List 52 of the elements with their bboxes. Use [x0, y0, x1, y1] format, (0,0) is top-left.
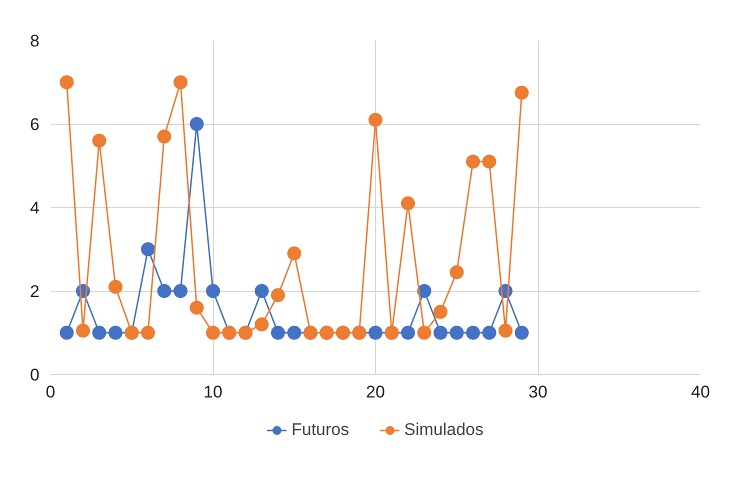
- point: [157, 284, 172, 298]
- point: [401, 326, 415, 340]
- x-tick-label: 10: [204, 382, 222, 402]
- point: [434, 304, 448, 319]
- y-tick-label: 2: [30, 282, 40, 301]
- point: [60, 326, 74, 340]
- point: [174, 284, 188, 298]
- point: [141, 326, 155, 340]
- point: [254, 317, 269, 332]
- point: [157, 130, 172, 144]
- point: [434, 326, 448, 340]
- point: [466, 326, 480, 340]
- point: [141, 242, 155, 256]
- legend-label: Futuros: [291, 420, 350, 440]
- point: [271, 326, 285, 340]
- point: [498, 324, 512, 338]
- point: [76, 324, 90, 338]
- point: [287, 326, 302, 340]
- point: [190, 300, 204, 315]
- point: [466, 154, 480, 169]
- point: [450, 326, 464, 340]
- point: [92, 326, 106, 340]
- y-tick-label: 0: [30, 366, 40, 384]
- point: [206, 284, 220, 298]
- y-tick-label: 6: [30, 115, 40, 134]
- x-tick-label: 30: [528, 382, 548, 402]
- point: [254, 284, 269, 298]
- legend-label: Simulados: [404, 420, 484, 440]
- point: [108, 280, 122, 294]
- x-tick-label: 20: [366, 382, 385, 402]
- x-tick-label: 40: [691, 382, 710, 402]
- point: [482, 326, 496, 340]
- point: [190, 117, 204, 131]
- x-tick-label: 0: [46, 382, 56, 402]
- point: [92, 134, 106, 148]
- point: [368, 112, 382, 127]
- point: [174, 75, 188, 90]
- point: [482, 154, 496, 169]
- point: [401, 196, 415, 210]
- point: [417, 284, 432, 298]
- point: [206, 326, 220, 340]
- point: [108, 326, 122, 340]
- point: [450, 265, 464, 280]
- point: [514, 86, 529, 100]
- point: [417, 326, 432, 340]
- y-tick-label: 8: [30, 32, 40, 50]
- point: [60, 75, 74, 90]
- point: [271, 288, 285, 302]
- point: [514, 326, 529, 340]
- point: [368, 326, 382, 340]
- y-tick-label: 4: [30, 198, 40, 218]
- point: [287, 246, 302, 260]
